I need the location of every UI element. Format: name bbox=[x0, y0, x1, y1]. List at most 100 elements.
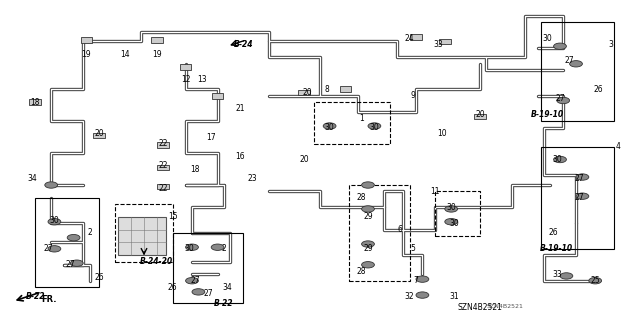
Text: 20: 20 bbox=[94, 130, 104, 138]
Text: 29: 29 bbox=[363, 244, 373, 253]
Circle shape bbox=[211, 244, 224, 250]
Bar bbox=[314, 102, 390, 144]
Bar bbox=[157, 142, 169, 148]
Bar bbox=[298, 90, 310, 95]
Bar bbox=[410, 34, 422, 40]
Circle shape bbox=[192, 289, 205, 295]
Text: 8: 8 bbox=[324, 85, 329, 94]
Text: 30: 30 bbox=[446, 203, 456, 212]
Text: B-19-10: B-19-10 bbox=[531, 110, 564, 119]
Text: 28: 28 bbox=[357, 267, 366, 276]
Circle shape bbox=[576, 174, 589, 180]
Text: 30: 30 bbox=[49, 216, 60, 225]
Text: 23: 23 bbox=[248, 174, 258, 183]
Circle shape bbox=[362, 262, 374, 268]
Text: 26: 26 bbox=[168, 283, 178, 292]
Bar bbox=[118, 217, 166, 255]
Text: B-22: B-22 bbox=[26, 292, 45, 301]
Text: 25: 25 bbox=[590, 276, 600, 285]
Text: 6: 6 bbox=[397, 225, 403, 234]
Text: 33: 33 bbox=[433, 40, 444, 49]
Bar bbox=[173, 233, 243, 303]
Text: SZN4B2521: SZN4B2521 bbox=[458, 303, 502, 312]
Text: 30: 30 bbox=[369, 123, 380, 132]
Text: 27: 27 bbox=[574, 174, 584, 183]
Bar bbox=[157, 165, 169, 170]
Bar bbox=[439, 39, 451, 44]
Circle shape bbox=[323, 123, 336, 129]
Text: 26: 26 bbox=[548, 228, 559, 237]
Text: 19: 19 bbox=[81, 50, 92, 59]
Text: 7: 7 bbox=[413, 276, 419, 285]
Circle shape bbox=[576, 193, 589, 199]
Text: 27: 27 bbox=[203, 289, 213, 298]
Bar bbox=[349, 185, 410, 281]
Circle shape bbox=[45, 182, 58, 188]
Bar bbox=[93, 133, 105, 138]
Text: 19: 19 bbox=[152, 50, 162, 59]
Bar bbox=[115, 204, 173, 262]
Circle shape bbox=[445, 219, 458, 225]
Circle shape bbox=[362, 241, 374, 247]
Bar bbox=[29, 99, 41, 105]
Text: 18: 18 bbox=[191, 165, 200, 174]
Text: 1: 1 bbox=[359, 114, 364, 122]
Text: 30: 30 bbox=[324, 123, 335, 132]
Text: 5: 5 bbox=[410, 244, 415, 253]
Text: B-22: B-22 bbox=[214, 299, 234, 308]
Bar bbox=[35, 198, 99, 287]
Text: 27: 27 bbox=[190, 276, 200, 285]
Circle shape bbox=[570, 61, 582, 67]
Text: 9: 9 bbox=[410, 91, 415, 100]
Text: 34: 34 bbox=[222, 283, 232, 292]
Text: B-19-10: B-19-10 bbox=[540, 244, 573, 253]
Circle shape bbox=[362, 206, 374, 212]
Text: 13: 13 bbox=[196, 75, 207, 84]
Circle shape bbox=[416, 276, 429, 282]
Circle shape bbox=[48, 246, 61, 252]
Bar bbox=[474, 114, 486, 119]
Bar bbox=[340, 86, 351, 92]
Text: 33: 33 bbox=[552, 270, 562, 279]
Bar bbox=[81, 37, 92, 43]
Text: 16: 16 bbox=[235, 152, 245, 161]
Text: FR.: FR. bbox=[42, 295, 57, 304]
Circle shape bbox=[186, 244, 198, 250]
Text: 32: 32 bbox=[404, 292, 415, 301]
Text: 11: 11 bbox=[431, 187, 440, 196]
Text: 29: 29 bbox=[363, 212, 373, 221]
Bar bbox=[541, 147, 614, 249]
Circle shape bbox=[48, 219, 61, 225]
Text: 22: 22 bbox=[159, 184, 168, 193]
Text: B-24: B-24 bbox=[234, 40, 253, 49]
Text: 27: 27 bbox=[555, 94, 565, 103]
Circle shape bbox=[445, 206, 458, 212]
Circle shape bbox=[554, 43, 566, 49]
Text: 4: 4 bbox=[615, 142, 620, 151]
Text: B-24-20: B-24-20 bbox=[140, 257, 173, 266]
Text: 30: 30 bbox=[184, 244, 194, 253]
Text: 26: 26 bbox=[593, 85, 604, 94]
Bar bbox=[541, 22, 614, 121]
Text: 10: 10 bbox=[436, 130, 447, 138]
Text: 3: 3 bbox=[609, 40, 614, 49]
Bar bbox=[151, 37, 163, 43]
Circle shape bbox=[362, 182, 374, 188]
Circle shape bbox=[560, 273, 573, 279]
Bar bbox=[212, 93, 223, 99]
Text: 31: 31 bbox=[449, 292, 460, 301]
Circle shape bbox=[186, 278, 198, 284]
Text: 22: 22 bbox=[159, 161, 168, 170]
Text: 2: 2 bbox=[87, 228, 92, 237]
Text: 27: 27 bbox=[65, 260, 76, 269]
Text: 14: 14 bbox=[120, 50, 130, 59]
Text: 20: 20 bbox=[302, 88, 312, 97]
Text: 24: 24 bbox=[404, 34, 415, 43]
Text: 2: 2 bbox=[221, 244, 227, 253]
Text: 27: 27 bbox=[564, 56, 575, 65]
Bar bbox=[157, 184, 169, 189]
Text: 30: 30 bbox=[449, 219, 460, 228]
Text: 26: 26 bbox=[94, 273, 104, 282]
Circle shape bbox=[554, 156, 566, 163]
Text: 22: 22 bbox=[159, 139, 168, 148]
